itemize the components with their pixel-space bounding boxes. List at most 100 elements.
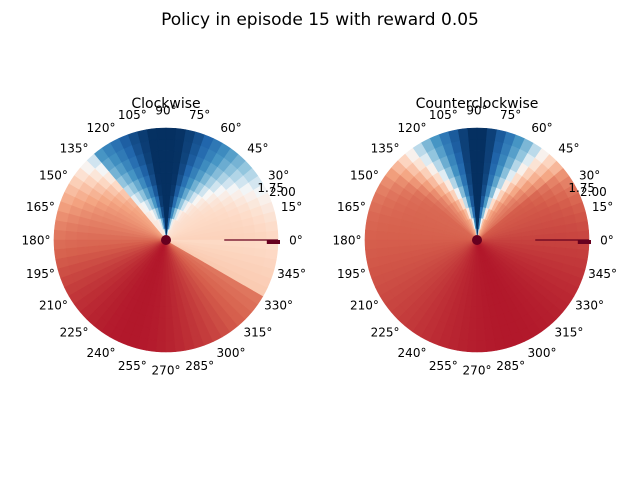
heatmap-cell [468, 317, 478, 330]
theta-tick-label: 75° [500, 108, 521, 122]
heatmap-cell [476, 127, 488, 140]
heatmap-cell [53, 229, 66, 241]
heatmap-cell [468, 150, 478, 163]
heatmap-cell [165, 127, 177, 140]
heatmap-cell [365, 220, 379, 232]
heatmap-cell [159, 295, 167, 308]
theta-tick-label: 195° [26, 267, 55, 281]
heatmap-cell [484, 139, 495, 153]
theta-tick-label: 180° [333, 234, 362, 248]
r-tick-labels: 1.752.00 [568, 181, 606, 199]
theta-tick-label: 285° [185, 359, 214, 373]
theta-tick-label: 210° [39, 299, 68, 313]
heatmap-cell [120, 235, 133, 241]
heatmap-cell [467, 138, 478, 152]
heatmap-cell [554, 231, 567, 241]
theta-tick-label: 0° [289, 234, 303, 248]
heatmap-cell [459, 327, 470, 341]
heatmap-cell [431, 235, 444, 241]
heatmap-cell [243, 231, 256, 241]
theta-tick-label: 0° [600, 234, 614, 248]
theta-tick-label: 345° [277, 267, 306, 281]
theta-tick-label: 45° [558, 142, 579, 156]
heatmap-cell [165, 194, 171, 207]
heatmap-wedges [53, 127, 279, 353]
heatmap-cell [398, 232, 411, 241]
heatmap-cell [174, 128, 186, 142]
theta-tick-label: 120° [87, 121, 116, 135]
center-marker [472, 235, 482, 245]
heatmap-cell [532, 239, 545, 247]
heatmap-cell [554, 239, 567, 249]
heatmap-cell [476, 317, 486, 330]
heatmap-cell [387, 231, 400, 241]
heatmap-cell [157, 150, 167, 163]
heatmap-cell [364, 229, 377, 241]
theta-tick-label: 135° [371, 142, 400, 156]
heatmap-cell [65, 222, 79, 233]
heatmap-cell [364, 239, 377, 251]
r-tick-label: 2.00 [580, 185, 607, 199]
heatmap-cell [476, 194, 482, 207]
theta-tick-labels: 0° 15° 30°45° 60° 75° 90° 105°120° 135° 150° 165°… [333, 104, 617, 378]
theta-tick-label: 255° [429, 359, 458, 373]
heatmap-cell [146, 338, 158, 352]
heatmap-cell [409, 233, 422, 241]
theta-tick-label: 180° [22, 234, 51, 248]
heatmap-cell [165, 150, 175, 163]
theta-tick-label: 60° [531, 121, 552, 135]
heatmap-cell [469, 306, 478, 319]
theta-tick-label: 225° [60, 325, 89, 339]
heatmap-cell [476, 340, 488, 353]
heatmap-cell [476, 150, 486, 163]
panel-title: Counterclockwise [416, 96, 539, 112]
heatmap-cell [157, 317, 167, 330]
theta-tick-label: 165° [337, 200, 366, 214]
theta-tick-label: 270° [463, 364, 492, 378]
theta-tick-label: 285° [496, 359, 525, 373]
r-tick-labels: 1.752.00 [257, 181, 295, 199]
theta-tick-label: 210° [350, 299, 379, 313]
heatmap-cell [148, 327, 159, 341]
heatmap-cell [470, 295, 478, 308]
heatmap-cell [254, 230, 268, 241]
heatmap-cell [53, 239, 66, 251]
heatmap-cell [577, 229, 590, 241]
theta-tick-label: 240° [87, 346, 116, 360]
polar-panel-clockwise: Clockwise 0° 15° 30°45° 60° 75° 90° 105°120° 13… [22, 96, 306, 378]
theta-tick-label: 195° [337, 267, 366, 281]
heatmap-cell [156, 138, 167, 152]
theta-tick-label: 120° [398, 121, 427, 135]
theta-tick-label: 315° [554, 325, 583, 339]
state-indicator-tip [577, 240, 591, 244]
theta-tick-label: 60° [220, 121, 241, 135]
heatmap-cell [575, 248, 589, 260]
theta-tick-label: 315° [243, 325, 272, 339]
heatmap-cell [521, 239, 534, 246]
marker-group [161, 235, 280, 245]
heatmap-cell [210, 239, 223, 246]
heatmap-cell [387, 239, 400, 249]
heatmap-cell [420, 234, 433, 241]
theta-tick-label: 345° [588, 267, 617, 281]
theta-tick-label: 30° [268, 169, 289, 183]
heatmap-cell [375, 239, 389, 250]
heatmap-cell [565, 239, 579, 250]
r-tick-label: 1.75 [568, 181, 595, 195]
marker-group [472, 235, 591, 245]
heatmap-cell [64, 230, 78, 241]
heatmap-cell [564, 247, 578, 258]
theta-tick-label: 15° [281, 200, 302, 214]
heatmap-cell [98, 233, 111, 241]
heatmap-cell [221, 239, 234, 247]
theta-tick-label: 105° [118, 108, 147, 122]
heatmap-cell [155, 340, 167, 353]
center-marker [161, 235, 171, 245]
heatmap-cell [476, 183, 483, 196]
heatmap-cell [76, 239, 89, 249]
heatmap-cell [76, 231, 89, 241]
heatmap-cell [173, 139, 184, 153]
panel-title: Clockwise [131, 96, 200, 112]
heatmap-cell [232, 239, 245, 248]
